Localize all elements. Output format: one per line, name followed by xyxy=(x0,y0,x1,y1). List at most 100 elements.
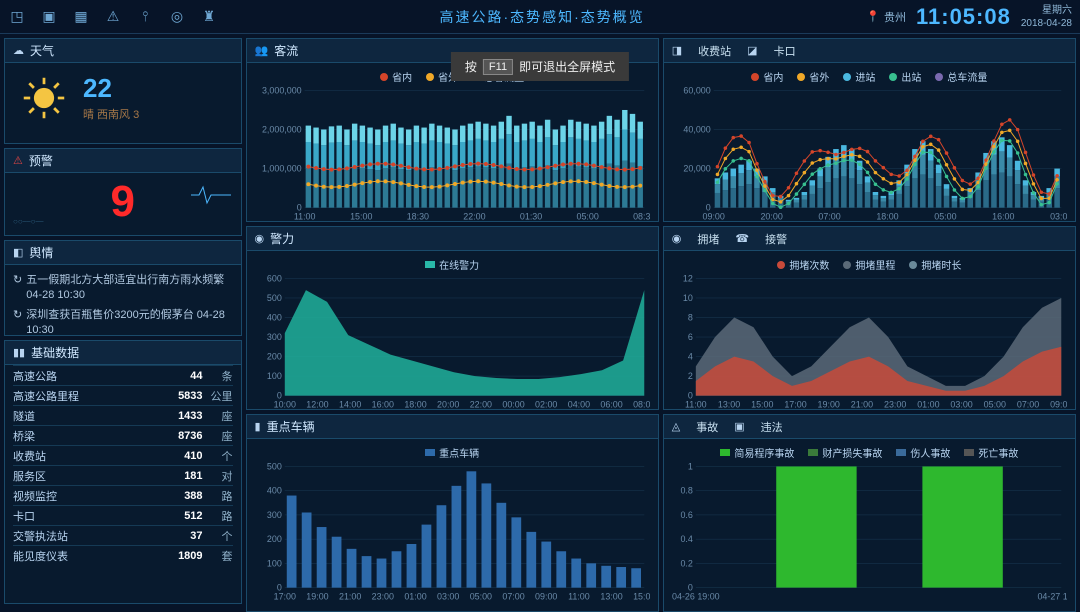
nav-icon-4[interactable]: ⚠ xyxy=(104,8,122,26)
svg-text:10:00: 10:00 xyxy=(273,400,295,409)
tab-jam[interactable]: 拥堵 xyxy=(687,231,729,247)
tab-violation[interactable]: 违法 xyxy=(751,419,793,435)
svg-text:04-27 10:00: 04-27 10:00 xyxy=(1037,592,1067,602)
svg-text:20:00: 20:00 xyxy=(437,400,459,409)
svg-text:400: 400 xyxy=(266,486,281,496)
news-item[interactable]: ↻深圳查获百瓶售价3200元的假茅台 04-28 10:30 xyxy=(13,306,233,335)
svg-text:200: 200 xyxy=(266,352,281,362)
legend-item: 重点车辆 xyxy=(425,445,479,460)
svg-text:16:00: 16:00 xyxy=(992,212,1014,221)
nav-icon-3[interactable]: ▦ xyxy=(72,8,90,26)
legend-item: 省内 xyxy=(751,69,783,84)
legend-item: 在线警力 xyxy=(425,257,479,272)
page-title: 高速公路·态势感知·态势概览 xyxy=(218,7,866,27)
svg-text:18:30: 18:30 xyxy=(406,212,428,221)
svg-text:17:00: 17:00 xyxy=(273,592,295,602)
basic-data-row: 高速公路里程5833公里 xyxy=(13,385,233,405)
nav-icon-7[interactable]: ♜ xyxy=(200,8,218,26)
svg-text:200: 200 xyxy=(266,534,281,544)
svg-text:07:00: 07:00 xyxy=(502,592,524,602)
svg-text:18:00: 18:00 xyxy=(876,212,898,221)
tab-checkpoint[interactable]: 卡口 xyxy=(764,43,806,59)
svg-text:01:30: 01:30 xyxy=(519,212,541,221)
header-icons: ◳ ▣ ▦ ⚠ ⫯ ◎ ♜ xyxy=(8,8,218,26)
panel-title: 重点车辆 xyxy=(267,418,650,435)
call-icon: ☎ xyxy=(735,232,749,245)
svg-text:03:00: 03:00 xyxy=(1050,212,1067,221)
svg-text:00:00: 00:00 xyxy=(502,400,524,409)
notice-prefix: 按 xyxy=(465,58,477,75)
basic-data-row: 卡口512路 xyxy=(13,505,233,525)
svg-text:17:00: 17:00 xyxy=(784,400,806,409)
svg-text:07:00: 07:00 xyxy=(818,212,840,221)
svg-text:09:00: 09:00 xyxy=(702,212,724,221)
svg-text:16:00: 16:00 xyxy=(371,400,393,409)
alert-panel: ⚠ 预警 9 ○○⎯⎯○⎯⎯ xyxy=(4,148,242,236)
legend-item: 出站 xyxy=(889,69,921,84)
basic-data-row: 视频监控388路 xyxy=(13,485,233,505)
vehicle-icon: ▮ xyxy=(255,420,261,433)
svg-text:100: 100 xyxy=(266,371,281,381)
svg-text:3,000,000: 3,000,000 xyxy=(262,86,302,95)
legend-item: 拥堵时长 xyxy=(909,257,961,272)
legend-item: 总车流量 xyxy=(935,69,987,84)
svg-text:03:00: 03:00 xyxy=(950,400,972,409)
news-panel: ◧ 舆情 ↻五一假期北方大部适宜出行南方雨水频繁 04-28 10:30↻深圳查… xyxy=(4,240,242,336)
legend-item: 死亡事故 xyxy=(964,445,1018,460)
svg-text:500: 500 xyxy=(266,462,281,471)
svg-text:05:00: 05:00 xyxy=(983,400,1005,409)
svg-text:0.6: 0.6 xyxy=(680,510,692,520)
svg-text:01:00: 01:00 xyxy=(404,592,426,602)
svg-text:11:00: 11:00 xyxy=(293,212,315,221)
svg-text:15:00: 15:00 xyxy=(751,400,773,409)
passenger-icon: 👥 xyxy=(255,44,269,57)
sun-icon xyxy=(21,75,67,121)
basic-data-row: 桥梁8736座 xyxy=(13,425,233,445)
news-item[interactable]: ↻五一假期北方大部适宜出行南方雨水频繁 04-28 10:30 xyxy=(13,271,233,306)
date: 2018-04-28 xyxy=(1021,17,1072,30)
accident-panel: ◬ 事故 ▣ 违法 简易程序事故财产损失事故伤人事故死亡事故 00.20.40.… xyxy=(663,414,1076,612)
basic-data-row: 隧道1433座 xyxy=(13,405,233,425)
nav-icon-1[interactable]: ◳ xyxy=(8,8,26,26)
vehicle-panel: ▮ 重点车辆 重点车辆 010020030040050017:0019:0021… xyxy=(246,414,659,612)
nav-icon-5[interactable]: ⫯ xyxy=(136,8,154,26)
svg-text:08:30: 08:30 xyxy=(633,212,650,221)
legend-item: 省外 xyxy=(797,69,829,84)
weather-icon: ☁ xyxy=(13,44,24,57)
panel-title: 天气 xyxy=(30,42,233,59)
location-text: 贵州 xyxy=(884,9,906,25)
basic-data-row: 服务区181对 xyxy=(13,465,233,485)
location-icon: 📍 xyxy=(866,10,880,23)
svg-text:4: 4 xyxy=(688,352,693,362)
ecg-icon xyxy=(191,185,231,205)
legend-item: 拥堵里程 xyxy=(843,257,895,272)
tab-accident[interactable]: 事故 xyxy=(686,419,728,435)
svg-text:100: 100 xyxy=(266,558,281,568)
basic-data-row: 收费站410个 xyxy=(13,445,233,465)
tab-toll[interactable]: 收费站 xyxy=(688,43,741,59)
svg-text:10: 10 xyxy=(683,293,693,303)
legend-item: 省内 xyxy=(380,69,412,84)
alert-icon: ⚠ xyxy=(13,154,23,167)
basic-data-row: 高速公路44条 xyxy=(13,365,233,385)
svg-text:2,000,000: 2,000,000 xyxy=(262,124,302,134)
tab-call[interactable]: 接警 xyxy=(755,231,797,247)
legend-item: 财产损失事故 xyxy=(808,445,882,460)
svg-text:05:00: 05:00 xyxy=(934,212,956,221)
svg-text:04-26 19:00: 04-26 19:00 xyxy=(672,592,720,602)
location[interactable]: 📍 贵州 xyxy=(866,9,906,25)
nav-icon-2[interactable]: ▣ xyxy=(40,8,58,26)
svg-text:0.8: 0.8 xyxy=(680,486,692,496)
svg-text:07:00: 07:00 xyxy=(1017,400,1039,409)
svg-text:0.4: 0.4 xyxy=(680,534,692,544)
header: ◳ ▣ ▦ ⚠ ⫯ ◎ ♜ 高速公路·态势感知·态势概览 📍 贵州 11:05:… xyxy=(0,0,1080,34)
svg-text:18:00: 18:00 xyxy=(404,400,426,409)
svg-text:300: 300 xyxy=(266,510,281,520)
temperature: 22 xyxy=(83,73,139,104)
nav-icon-6[interactable]: ◎ xyxy=(168,8,186,26)
svg-text:06:00: 06:00 xyxy=(600,400,622,409)
toll-icon: ◨ xyxy=(672,44,682,57)
svg-text:23:00: 23:00 xyxy=(371,592,393,602)
svg-text:1,000,000: 1,000,000 xyxy=(262,164,302,174)
svg-text:400: 400 xyxy=(266,312,281,322)
